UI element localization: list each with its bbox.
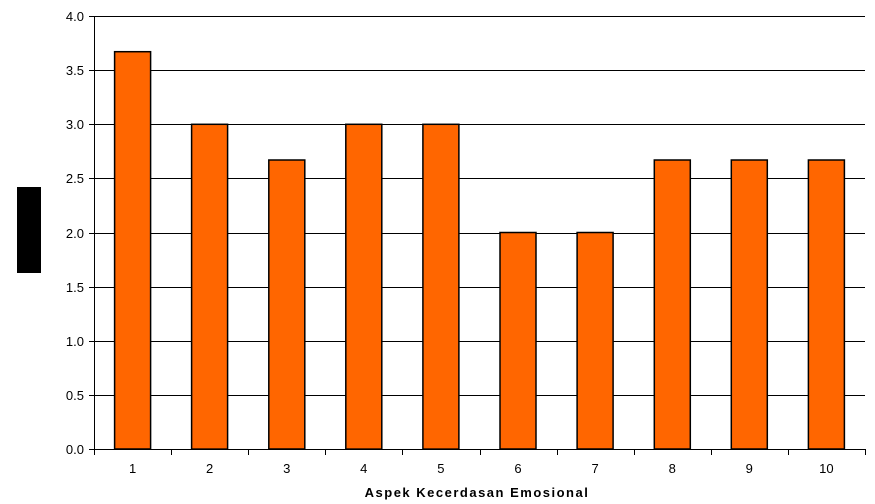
- bar: [190, 123, 229, 450]
- x-tick-label: 5: [437, 461, 444, 476]
- y-tick-labels: 0.0 0.5 1.0 1.5 2.0 2.5 3.0 3.5 4.0: [66, 9, 84, 457]
- bar: [113, 50, 152, 450]
- bars: [113, 50, 846, 450]
- x-tick-label: 7: [591, 461, 598, 476]
- x-tick-label: 4: [360, 461, 367, 476]
- x-tick-label: 10: [819, 461, 833, 476]
- y-tick-label: 0.5: [66, 388, 84, 403]
- bar: [345, 123, 383, 450]
- y-axis-title-box: [17, 187, 41, 273]
- x-tick-label: 2: [206, 461, 213, 476]
- bar: [499, 231, 537, 450]
- y-tick-label: 3.5: [66, 63, 84, 78]
- y-tick-label: 0.0: [66, 442, 84, 457]
- bar: [807, 159, 846, 450]
- bar: [653, 159, 692, 450]
- y-tick-label: 2.0: [66, 226, 84, 241]
- y-tick-label: 3.0: [66, 117, 84, 132]
- bar: [576, 231, 614, 450]
- x-axis-title: Aspek Kecerdasan Emosional: [365, 485, 590, 500]
- bar: [268, 159, 306, 450]
- y-tick-label: 1.5: [66, 280, 84, 295]
- x-tick-label: 6: [514, 461, 521, 476]
- y-tick-label: 4.0: [66, 9, 84, 24]
- x-tick-labels: 1 2 3 4 5 6 7 8 9 10: [129, 461, 834, 476]
- y-tick-label: 2.5: [66, 171, 84, 186]
- bar: [422, 123, 460, 450]
- x-tick-label: 8: [669, 461, 676, 476]
- x-tick-label: 9: [746, 461, 753, 476]
- axes: [89, 16, 866, 455]
- x-tick-label: 1: [129, 461, 136, 476]
- x-tick-label: 3: [283, 461, 290, 476]
- bar: [730, 159, 769, 450]
- y-tick-label: 1.0: [66, 334, 84, 349]
